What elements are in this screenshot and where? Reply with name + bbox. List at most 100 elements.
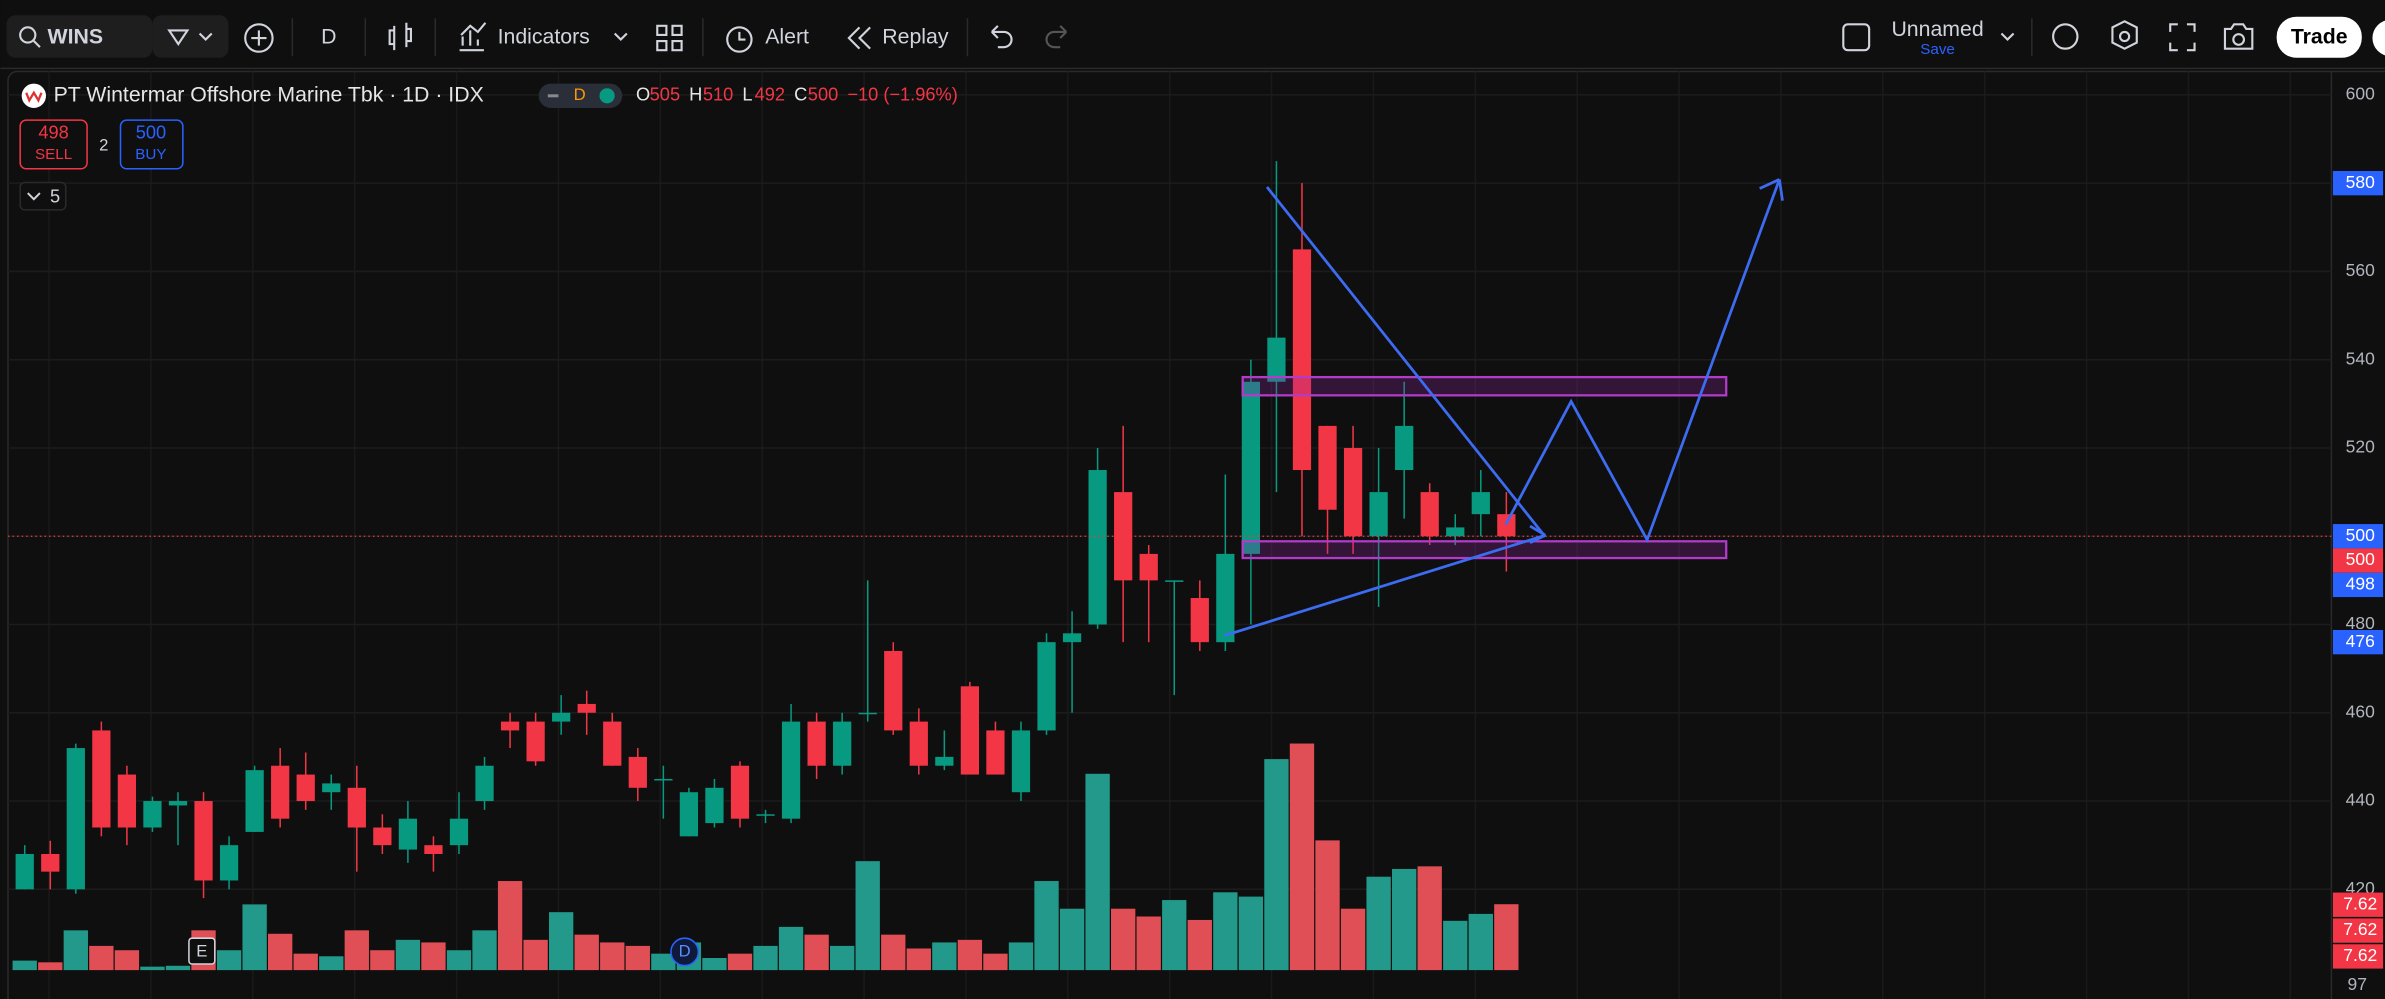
trade-label[interactable]: Trade [2291,25,2348,49]
volume-bar [497,881,523,971]
volume-bar [830,945,855,971]
price-badge-label: 500 [2346,525,2375,545]
candle-body [884,650,903,731]
volume-bar [753,945,778,971]
indicators-button[interactable]: Indicators [498,25,590,49]
add-symbol[interactable] [244,23,274,53]
collapse-icon [27,192,41,201]
toolbar: WINS D Indicators Alert Replay Unnamed S… [6,15,2385,58]
support-zone[interactable] [1241,540,1728,560]
trade-button[interactable] [2276,16,2362,58]
candle-body [424,845,443,854]
trend-line-down[interactable] [1265,186,1547,538]
delayed-badge: D [574,85,586,104]
save-link[interactable]: Save [1920,41,1955,58]
replay-button[interactable]: Replay [882,25,949,49]
volume-bar [906,948,931,971]
account-avatar[interactable] [2372,20,2385,56]
volume-bar [140,966,165,971]
trend-arrowhead [1529,524,1546,545]
candle-body [1292,249,1312,471]
price-badge [2332,572,2384,598]
collapse-count[interactable]: 5 [50,185,60,206]
volume-bar [574,934,599,971]
sell-label[interactable]: SELL [35,146,72,163]
redo[interactable] [1045,25,1068,49]
volume-bar [957,939,983,971]
buy-price[interactable]: 500 [136,122,166,143]
spread: 2 [99,135,108,154]
volume-bar [1008,942,1034,971]
undo[interactable] [991,25,1013,49]
projection-path[interactable] [1504,178,1781,544]
price-badge [2332,629,2384,655]
layout-icon[interactable] [1842,23,1871,52]
symbol-logo [21,83,47,108]
chart-type-icon[interactable] [388,22,413,51]
volume-bar [778,926,804,971]
volume-badge-label: 7.62 [2343,893,2377,913]
candle-body [1420,492,1439,537]
volume-bar [1366,876,1391,971]
volume-bar [1187,919,1212,971]
quick-search[interactable] [2052,23,2079,50]
fullscreen[interactable] [2169,23,2196,52]
screenshot[interactable] [2223,23,2254,50]
candle-body [986,730,1005,775]
volume-bar [472,930,497,971]
buy-button[interactable] [119,119,184,170]
sell-price[interactable]: 498 [38,122,68,143]
candle-body [1446,527,1465,537]
layout-name[interactable]: Unnamed [1891,17,1983,41]
collapse-button[interactable] [19,181,67,211]
volume-bar [216,950,242,971]
candle-body [194,801,213,881]
candle-body [1190,598,1209,643]
candles [7,161,2332,899]
volume-bar [625,945,650,971]
interval[interactable]: D [321,25,336,49]
price-badge-label: 500 [2346,549,2375,569]
candle-body [449,818,469,846]
trend-line-up[interactable] [1224,533,1546,637]
earnings-marker[interactable] [188,937,216,965]
candle-body [66,748,85,890]
candle-body [1037,642,1056,731]
dividend-label[interactable]: D [679,941,691,960]
volume-bar [702,958,727,971]
symbol[interactable]: WINS [48,25,104,49]
earnings-label[interactable]: E [196,941,207,960]
screenshot-lens [2232,33,2246,46]
candle-body [756,814,775,816]
candle-body [373,827,392,846]
candle-body [1497,514,1516,537]
sell-button[interactable] [19,119,88,170]
resistance-zone[interactable] [1241,375,1728,397]
dividend-marker[interactable] [670,937,700,967]
volume-bar [1264,759,1289,971]
volume-bar [165,965,191,971]
symbol-search[interactable] [6,15,153,58]
add-icon [251,30,267,46]
candle-body [1395,425,1414,471]
volume-bar [293,953,318,971]
search-icon-handle [33,40,41,48]
candle-body [858,712,877,715]
templates-icon[interactable] [656,24,683,52]
alert-button[interactable]: Alert [765,25,809,49]
buy-label[interactable]: BUY [135,146,166,163]
candle-body [117,774,137,828]
candle-body [1241,381,1261,554]
volume-bar [1391,868,1417,971]
candle-body [781,721,801,819]
status-pill [538,83,623,108]
settings-dot [2118,30,2131,43]
candle-body [322,783,341,793]
candle-body [168,801,188,806]
volume-bar [1315,840,1340,971]
candle-body [654,778,673,781]
volume-bar [63,930,88,971]
settings[interactable] [2111,20,2138,50]
compare-button[interactable] [152,15,229,58]
volume-bar [268,933,293,971]
